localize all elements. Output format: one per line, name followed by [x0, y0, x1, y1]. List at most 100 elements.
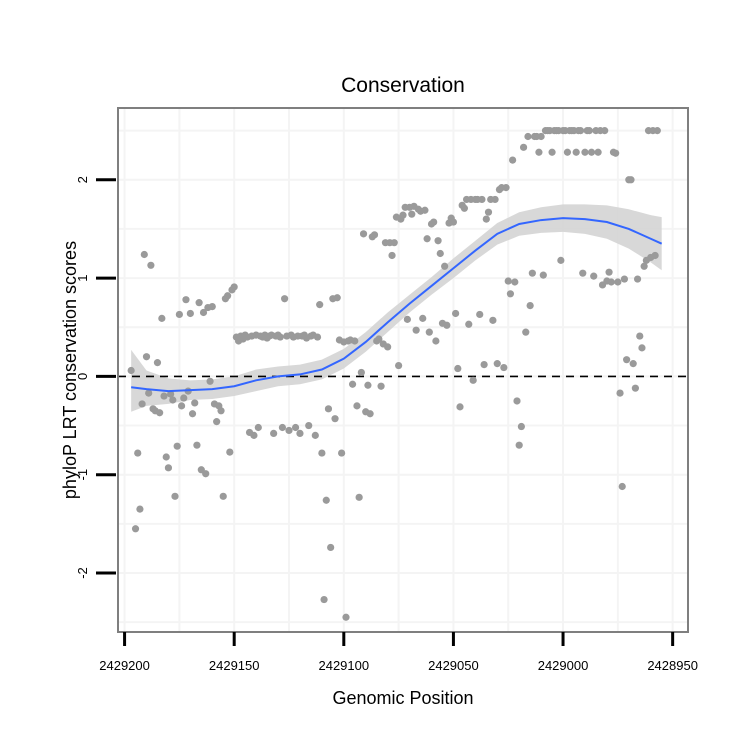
data-point — [425, 328, 433, 336]
data-point — [357, 368, 365, 377]
data-point — [500, 363, 508, 372]
data-point — [476, 310, 484, 319]
data-point — [616, 389, 624, 397]
data-point — [313, 333, 322, 341]
data-point — [513, 397, 521, 405]
data-point — [432, 337, 440, 345]
data-point — [480, 360, 488, 369]
smooth-line — [131, 217, 663, 393]
data-point — [322, 496, 330, 504]
x-tick-label: 2429200 — [99, 658, 150, 673]
data-point — [517, 422, 525, 431]
data-point — [188, 410, 197, 418]
data-point — [219, 492, 227, 500]
data-point — [493, 360, 501, 368]
data-point — [281, 295, 289, 303]
y-tick-label: -1 — [75, 469, 90, 481]
data-point — [206, 377, 214, 385]
data-point — [491, 195, 499, 204]
data-point — [338, 449, 346, 457]
data-point — [145, 389, 153, 397]
x-tick-label: 2429050 — [428, 658, 479, 673]
data-point — [469, 376, 477, 384]
data-point — [167, 390, 175, 398]
data-point — [390, 239, 398, 247]
data-point — [153, 359, 162, 367]
data-point — [465, 320, 473, 328]
data-point — [430, 218, 438, 226]
data-point — [594, 148, 602, 156]
x-tick-label: 2429150 — [209, 658, 260, 673]
data-point — [419, 314, 427, 322]
data-point — [180, 394, 188, 402]
data-point — [489, 316, 497, 324]
data-point — [230, 283, 238, 291]
chart-title: Conservation — [341, 74, 465, 97]
data-point — [627, 176, 635, 184]
y-tick-label: 2 — [75, 176, 90, 183]
data-point — [484, 208, 493, 216]
data-point — [452, 309, 460, 318]
data-point — [587, 148, 596, 156]
data-point — [359, 230, 368, 238]
data-point — [421, 206, 429, 214]
data-point — [423, 235, 431, 243]
data-point — [629, 360, 637, 368]
y-tick-label: 0 — [75, 373, 90, 380]
data-point — [175, 310, 183, 319]
confidence-band-layer — [131, 204, 662, 412]
data-point — [370, 231, 379, 239]
data-point — [213, 418, 221, 426]
data-point — [171, 492, 179, 500]
data-point — [633, 275, 642, 283]
data-point — [502, 184, 510, 192]
data-point — [526, 302, 534, 310]
smooth-line-layer — [131, 217, 663, 393]
data-point — [134, 449, 142, 457]
data-point — [270, 429, 278, 438]
data-point — [535, 148, 543, 156]
data-point — [506, 290, 515, 298]
x-tick-label: 2428950 — [647, 658, 698, 673]
data-point — [142, 353, 151, 361]
data-point — [199, 308, 208, 317]
data-point — [623, 356, 631, 364]
data-point — [640, 262, 648, 270]
data-point — [590, 272, 598, 280]
data-point — [353, 402, 361, 410]
data-point — [384, 343, 392, 351]
data-point — [399, 211, 407, 219]
data-point — [454, 364, 462, 373]
data-point — [351, 337, 359, 345]
data-point — [164, 464, 173, 472]
data-point — [572, 148, 580, 156]
data-point — [548, 148, 556, 156]
data-point — [412, 326, 420, 334]
data-point — [557, 256, 565, 264]
data-point — [224, 292, 232, 300]
data-point — [136, 505, 144, 513]
data-point — [285, 426, 293, 435]
x-tick-label: 2429000 — [538, 658, 589, 673]
data-point — [519, 143, 528, 151]
data-point — [441, 262, 449, 270]
data-point — [127, 366, 135, 375]
data-point — [156, 409, 164, 417]
data-point — [355, 493, 363, 501]
data-point — [528, 269, 536, 277]
data-point — [195, 299, 203, 307]
confidence-band — [131, 204, 662, 412]
data-point — [482, 215, 490, 223]
data-point — [305, 421, 313, 430]
data-point — [208, 302, 216, 311]
data-point — [131, 525, 140, 533]
y-tick-label: 1 — [75, 274, 90, 281]
data-point — [318, 449, 326, 457]
data-point — [182, 296, 190, 304]
data-point — [193, 441, 201, 449]
data-point — [605, 268, 613, 276]
data-point — [620, 275, 629, 283]
data-point — [449, 218, 458, 226]
data-point — [296, 429, 304, 438]
